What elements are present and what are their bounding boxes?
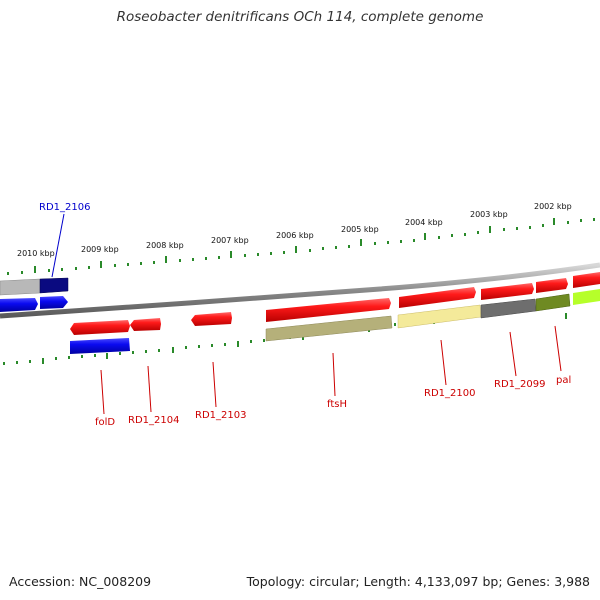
gene-rd1-2099-upper bbox=[481, 283, 534, 300]
genome-backbone bbox=[0, 262, 600, 319]
leader-fold bbox=[100, 369, 105, 415]
gene-label-rd1-2103: RD1_2103 bbox=[195, 410, 246, 421]
scale-label: 2004 kbp bbox=[405, 218, 443, 227]
gene-label-rd1-2106: RD1_2106 bbox=[39, 202, 90, 213]
gene-rd1-2100-upper bbox=[399, 287, 476, 308]
gene-label-rd1-2099: RD1_2099 bbox=[494, 379, 545, 390]
gene-rd1-2099 bbox=[480, 298, 537, 319]
gene-lime-edge bbox=[573, 289, 600, 305]
scale-label: 2009 kbp bbox=[81, 245, 119, 254]
gene-label-rd1-2104: RD1_2104 bbox=[128, 415, 179, 426]
leader-rd1-2103 bbox=[212, 361, 217, 408]
scale-label: 2006 kbp bbox=[276, 231, 314, 240]
scale-labels: 2010 kbp 2009 kbp 2008 kbp 2007 kbp 2006… bbox=[17, 202, 572, 258]
gene-rd1-2100 bbox=[397, 304, 482, 329]
gene-blue-left-2 bbox=[40, 296, 68, 309]
leader-rd1-2106 bbox=[51, 213, 65, 278]
gene-pal bbox=[535, 293, 571, 312]
scale-label: 2010 kbp bbox=[17, 249, 55, 258]
genome-title: Roseobacter denitrificans OCh 114, compl… bbox=[116, 9, 484, 25]
scale-label: 2002 kbp bbox=[534, 202, 572, 211]
leader-ftsh bbox=[332, 352, 336, 397]
gene-labels: RD1_2106 folD RD1_2104 RD1_2103 ftsH RD1… bbox=[39, 202, 571, 428]
gene-fold bbox=[70, 338, 130, 354]
gene-label-ftsh: ftsH bbox=[327, 399, 347, 410]
gene-ftsh-upper bbox=[266, 298, 391, 322]
scale-label: 2003 kbp bbox=[470, 210, 508, 219]
genome-summary-text: Topology: circular; Length: 4,133,097 bp… bbox=[246, 574, 590, 589]
outer-scale-ticks bbox=[7, 218, 595, 275]
gene-right-edge bbox=[573, 272, 600, 288]
outer-strand-genes bbox=[0, 272, 600, 322]
leader-pal bbox=[554, 325, 562, 372]
accession-text: Accession: NC_008209 bbox=[9, 574, 152, 589]
label-leaders bbox=[51, 213, 562, 415]
gene-pal-upper bbox=[536, 278, 568, 293]
scale-label: 2008 kbp bbox=[146, 241, 184, 250]
leader-rd1-2099 bbox=[509, 331, 517, 377]
gene-rd1-2104 bbox=[130, 318, 161, 331]
gene-label-rd1-2100: RD1_2100 bbox=[424, 388, 475, 399]
scale-label: 2005 kbp bbox=[341, 225, 379, 234]
gene-rd1-2106-gray bbox=[0, 278, 41, 296]
gene-label-pal: pal bbox=[556, 375, 571, 386]
gene-label-fold: folD bbox=[95, 417, 115, 428]
leader-rd1-2100 bbox=[440, 339, 447, 386]
gene-ftsh bbox=[265, 315, 393, 342]
scale-label: 2007 kbp bbox=[211, 236, 249, 245]
gene-rd1-2103 bbox=[191, 312, 232, 326]
gene-blue-left bbox=[0, 298, 38, 312]
gene-fold-red bbox=[70, 320, 130, 335]
inner-strand-genes bbox=[70, 289, 600, 354]
gene-rd1-2106 bbox=[39, 277, 69, 294]
leader-rd1-2104 bbox=[147, 365, 152, 413]
